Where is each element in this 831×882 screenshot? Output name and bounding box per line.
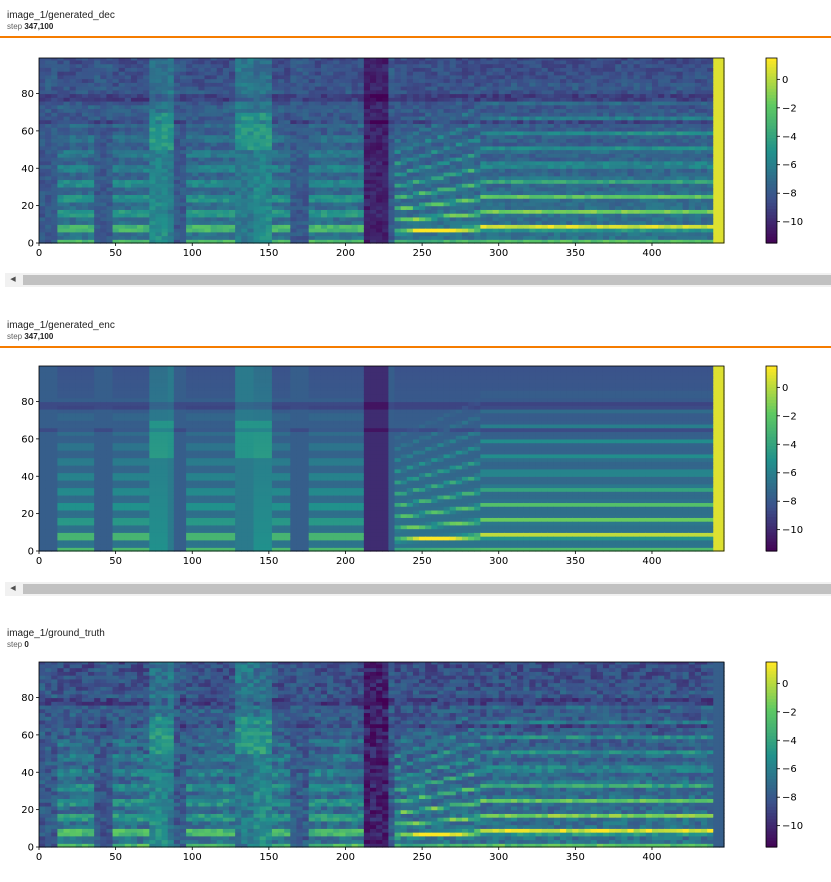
colorbar (766, 366, 777, 552)
x-tick-label: 350 (566, 248, 585, 259)
colorbar-tick-label: 0 (782, 383, 788, 394)
x-tick-label: 400 (642, 556, 661, 567)
y-tick-label: 60 (21, 730, 34, 741)
x-tick-label: 400 (642, 248, 661, 259)
colorbar-tick-label: −4 (782, 132, 797, 143)
x-tick-label: 250 (413, 248, 432, 259)
colorbar (766, 662, 777, 848)
card-step: step 0 (7, 640, 29, 649)
spectrogram-heatmap (39, 662, 725, 848)
colorbar-tick-label: −6 (782, 160, 797, 171)
y-tick-label: 40 (21, 164, 34, 175)
colorbar-tick-label: −2 (782, 411, 797, 422)
y-tick-label: 0 (28, 239, 34, 250)
spectrogram-figure-ground-truth: 0 50 100 150 200 250 300 350 400 0 20 40 60 80 0 −2 −4 −6… (0, 652, 831, 882)
x-tick-label: 100 (183, 556, 202, 567)
card-title: image_1/generated_enc (7, 320, 115, 331)
step-value: 0 (24, 640, 28, 649)
x-tick-label: 350 (566, 852, 585, 863)
colorbar-tick-label: −6 (782, 468, 797, 479)
x-tick-label: 200 (336, 248, 355, 259)
y-tick-label: 80 (21, 693, 34, 704)
spectrogram-plot-dec: 0 50 100 150 200 250 300 350 400 0 20 40 60 80 0 −2 −4 −6… (0, 48, 831, 278)
card-step: step 347,100 (7, 22, 53, 31)
x-tick-label: 250 (413, 852, 432, 863)
colorbar-tick-label: −8 (782, 189, 797, 200)
horizontal-scrollbar[interactable]: ◀ (5, 582, 831, 596)
y-tick-label: 0 (28, 843, 34, 854)
colorbar-tick-label: −4 (782, 440, 797, 451)
card-title: image_1/generated_dec (7, 10, 115, 21)
y-tick-label: 20 (21, 509, 34, 520)
x-tick-label: 200 (336, 556, 355, 567)
x-tick-label: 300 (489, 852, 508, 863)
colorbar-tick-label: −2 (782, 103, 797, 114)
step-label: step (7, 640, 22, 649)
y-tick-label: 20 (21, 201, 34, 212)
step-value: 347,100 (24, 22, 53, 31)
x-tick-label: 0 (36, 556, 42, 567)
x-tick-label: 150 (259, 248, 278, 259)
colorbar-tick-label: −8 (782, 793, 797, 804)
scroll-thumb[interactable] (23, 275, 831, 285)
colorbar-tick-label: −4 (782, 736, 797, 747)
x-tick-label: 150 (259, 556, 278, 567)
spectrogram-figure-dec: 0 50 100 150 200 250 300 350 400 0 20 40 60 80 0 −2 −4 −6… (0, 48, 831, 278)
step-label: step (7, 332, 22, 341)
horizontal-scrollbar[interactable]: ◀ (5, 273, 831, 287)
x-tick-label: 100 (183, 852, 202, 863)
colorbar-tick-label: −6 (782, 764, 797, 775)
colorbar (766, 58, 777, 244)
colorbar-tick-label: 0 (782, 75, 788, 86)
colorbar-tick-label: −10 (782, 217, 803, 228)
colorbar-tick-label: 0 (782, 679, 788, 690)
x-tick-label: 400 (642, 852, 661, 863)
y-tick-label: 40 (21, 768, 34, 779)
card-step: step 347,100 (7, 332, 53, 341)
x-tick-label: 50 (109, 556, 122, 567)
y-tick-label: 20 (21, 805, 34, 816)
x-tick-label: 150 (259, 852, 278, 863)
x-tick-label: 350 (566, 556, 585, 567)
card-title: image_1/ground_truth (7, 628, 105, 639)
scroll-left-arrow-icon[interactable]: ◀ (5, 582, 21, 596)
x-tick-label: 200 (336, 852, 355, 863)
colorbar-tick-label: −10 (782, 821, 803, 832)
card-accent-line (0, 346, 831, 348)
x-tick-label: 300 (489, 248, 508, 259)
colorbar-tick-label: −10 (782, 525, 803, 536)
y-tick-label: 0 (28, 547, 34, 558)
spectrogram-heatmap (39, 58, 725, 244)
step-label: step (7, 22, 22, 31)
x-tick-label: 0 (36, 852, 42, 863)
x-tick-label: 50 (109, 248, 122, 259)
card-accent-line (0, 36, 831, 38)
y-tick-label: 80 (21, 89, 34, 100)
y-tick-label: 60 (21, 126, 34, 137)
spectrogram-heatmap (39, 366, 725, 552)
y-tick-label: 40 (21, 472, 34, 483)
colorbar-tick-label: −8 (782, 497, 797, 508)
spectrogram-plot-enc: 0 50 100 150 200 250 300 350 400 0 20 40 60 80 0 −2 −4 −6… (0, 356, 831, 586)
x-tick-label: 300 (489, 556, 508, 567)
x-tick-label: 50 (109, 852, 122, 863)
colorbar-tick-label: −2 (782, 707, 797, 718)
scroll-left-arrow-icon[interactable]: ◀ (5, 273, 21, 287)
y-tick-label: 60 (21, 434, 34, 445)
x-tick-label: 0 (36, 248, 42, 259)
spectrogram-figure-enc: 0 50 100 150 200 250 300 350 400 0 20 40 60 80 0 −2 −4 −6… (0, 356, 831, 586)
x-tick-label: 100 (183, 248, 202, 259)
y-tick-label: 80 (21, 397, 34, 408)
x-tick-label: 250 (413, 556, 432, 567)
scroll-thumb[interactable] (23, 584, 831, 594)
step-value: 347,100 (24, 332, 53, 341)
spectrogram-plot-ground-truth: 0 50 100 150 200 250 300 350 400 0 20 40 60 80 0 −2 −4 −6… (0, 652, 831, 877)
